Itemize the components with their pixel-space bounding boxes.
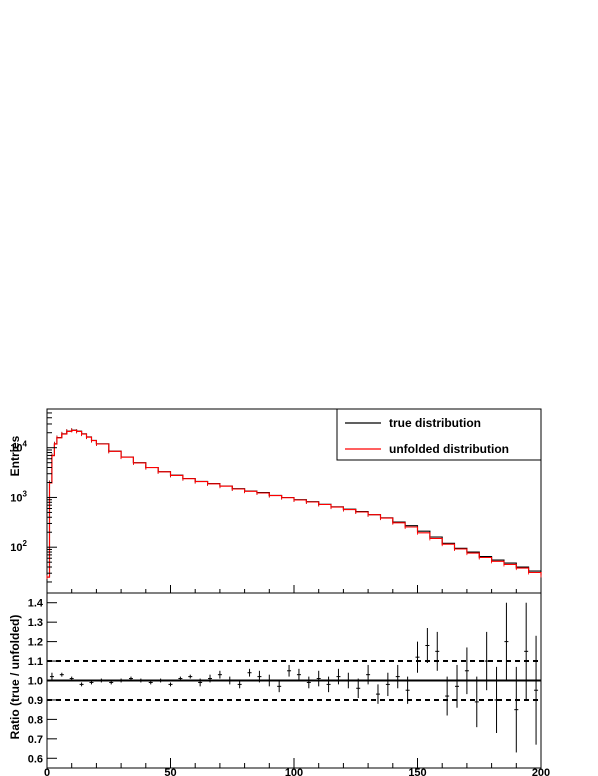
- ratio-y-tick-label: 0.7: [28, 734, 43, 746]
- y-tick-label: 103: [10, 489, 27, 504]
- x-tick-label: 100: [285, 767, 303, 776]
- x-axis-ticks: 0 50 100 150 200: [44, 585, 550, 776]
- ratio-y-tick-label: 0.9: [28, 695, 43, 707]
- legend-label-unfolded: unfolded distribution: [389, 442, 509, 456]
- ratio-y-tick-label: 1.3: [28, 617, 43, 629]
- y-tick-label: 102: [10, 539, 27, 554]
- x-tick-label: 150: [408, 767, 426, 776]
- ratio-y-tick-label: 1.0: [28, 676, 43, 688]
- ratio-y-tick-label: 1.2: [28, 637, 43, 649]
- ratio-y-tick-label: 1.1: [28, 656, 43, 668]
- ratio-y-tick-label: 1.4: [28, 598, 44, 610]
- top-ylabel: Entries: [8, 435, 22, 476]
- x-tick-label: 0: [44, 767, 50, 776]
- top-axis-ticks: 102 103 104: [10, 408, 57, 583]
- ratio-axis-ticks: 0.6 0.7 0.8 0.9 1.0 1.1 1.2 1.3 1.4: [28, 598, 57, 765]
- ratio-y-tick-label: 0.6: [28, 753, 43, 765]
- y-tick-label: 104: [10, 440, 27, 455]
- x-tick-label: 50: [164, 767, 176, 776]
- ratio-y-tick-label: 0.8: [28, 714, 43, 726]
- top-series-group: [46, 428, 542, 580]
- legend-label-true: true distribution: [389, 416, 481, 430]
- ratio-reference-lines: [47, 660, 541, 701]
- ratio-points-group: [49, 602, 539, 753]
- legend-box: [336, 408, 542, 461]
- ratio-ylabel: Ratio (true / unfolded): [8, 615, 22, 740]
- legend: true distribution unfolded distribution: [336, 408, 542, 461]
- x-tick-label: 200: [532, 767, 550, 776]
